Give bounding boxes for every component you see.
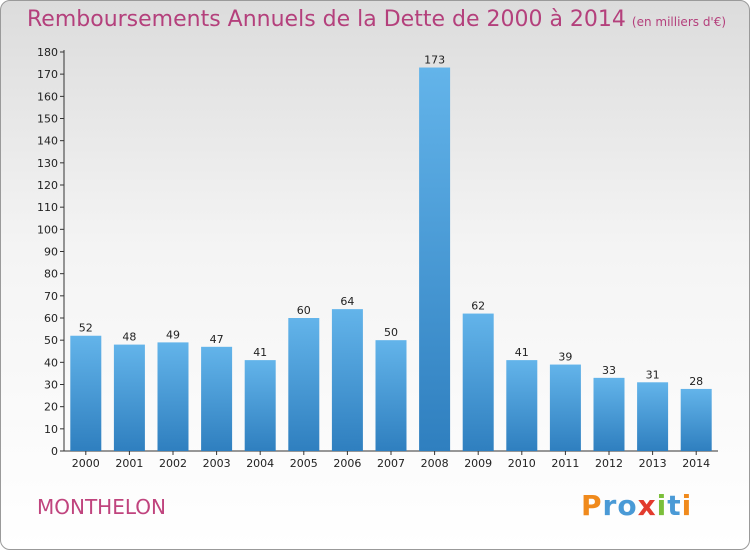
bar-value-label: 41: [515, 346, 529, 359]
x-tick-label: 2007: [377, 457, 405, 470]
y-tick-label: 170: [37, 68, 58, 81]
bar: [506, 360, 538, 451]
bar: [331, 309, 363, 451]
bar: [375, 340, 407, 451]
logo-letter: r: [602, 489, 618, 522]
x-tick-label: 2010: [508, 457, 536, 470]
y-tick-label: 20: [44, 401, 58, 414]
x-tick-label: 2006: [333, 457, 361, 470]
x-tick-label: 2008: [421, 457, 449, 470]
y-tick-label: 30: [44, 379, 58, 392]
y-tick-label: 40: [44, 356, 58, 369]
chart-unit: (en milliers d'€): [631, 15, 727, 29]
x-tick-label: 2014: [682, 457, 710, 470]
bar-value-label: 64: [340, 295, 354, 308]
bar: [201, 346, 233, 451]
y-tick-label: 90: [44, 246, 58, 259]
bar: [288, 318, 320, 451]
bar: [157, 342, 189, 451]
bar-value-label: 49: [166, 328, 180, 341]
x-tick-label: 2013: [639, 457, 667, 470]
y-tick-label: 50: [44, 334, 58, 347]
bar: [637, 382, 669, 451]
y-tick-label: 180: [37, 46, 58, 59]
x-tick-label: 2005: [290, 457, 318, 470]
x-tick-label: 2003: [203, 457, 231, 470]
bar: [593, 377, 625, 451]
bar: [244, 360, 276, 451]
bar-value-label: 31: [646, 368, 660, 381]
bar: [70, 335, 102, 451]
logo-letter: i: [656, 489, 668, 522]
bar-value-label: 48: [122, 331, 136, 344]
bar-value-label: 173: [424, 54, 445, 67]
logo-letter: t: [667, 489, 682, 522]
logo-letter: i: [681, 489, 693, 522]
bar: [419, 67, 451, 452]
bar: [113, 344, 145, 451]
x-tick-label: 2009: [464, 457, 492, 470]
place-name: MONTHELON: [37, 495, 166, 519]
logo-letter: P: [581, 489, 603, 522]
y-tick-label: 80: [44, 268, 58, 281]
logo-letter: o: [617, 489, 638, 522]
bar: [549, 364, 581, 451]
bar-value-label: 41: [253, 346, 267, 359]
y-tick-label: 10: [44, 423, 58, 436]
chart-title: Remboursements Annuels de la Dette de 20…: [27, 7, 726, 32]
y-tick-label: 100: [37, 223, 58, 236]
y-tick-label: 120: [37, 179, 58, 192]
y-tick-label: 160: [37, 90, 58, 103]
x-tick-label: 2000: [72, 457, 100, 470]
bar-value-label: 52: [79, 322, 93, 335]
bar: [462, 313, 494, 451]
logo-letter: x: [637, 489, 657, 522]
y-tick-label: 70: [44, 290, 58, 303]
x-tick-label: 2011: [551, 457, 579, 470]
x-tick-label: 2012: [595, 457, 623, 470]
x-tick-label: 2001: [115, 457, 143, 470]
x-tick-label: 2004: [246, 457, 274, 470]
y-tick-label: 110: [37, 201, 58, 214]
x-tick-label: 2002: [159, 457, 187, 470]
proxiti-logo: Proxiti: [581, 489, 692, 522]
bar-value-label: 50: [384, 326, 398, 339]
bar-value-label: 47: [210, 333, 224, 346]
y-tick-label: 150: [37, 113, 58, 126]
bar-value-label: 60: [297, 304, 311, 317]
y-tick-label: 0: [51, 445, 58, 458]
y-tick-label: 60: [44, 312, 58, 325]
bar-value-label: 28: [689, 375, 703, 388]
bar-value-label: 33: [602, 364, 616, 377]
chart-title-text: Remboursements Annuels de la Dette de 20…: [27, 7, 626, 32]
bar-value-label: 39: [558, 351, 572, 364]
y-tick-label: 130: [37, 157, 58, 170]
y-tick-label: 140: [37, 135, 58, 148]
bar-value-label: 62: [471, 300, 485, 313]
bar: [680, 388, 712, 451]
